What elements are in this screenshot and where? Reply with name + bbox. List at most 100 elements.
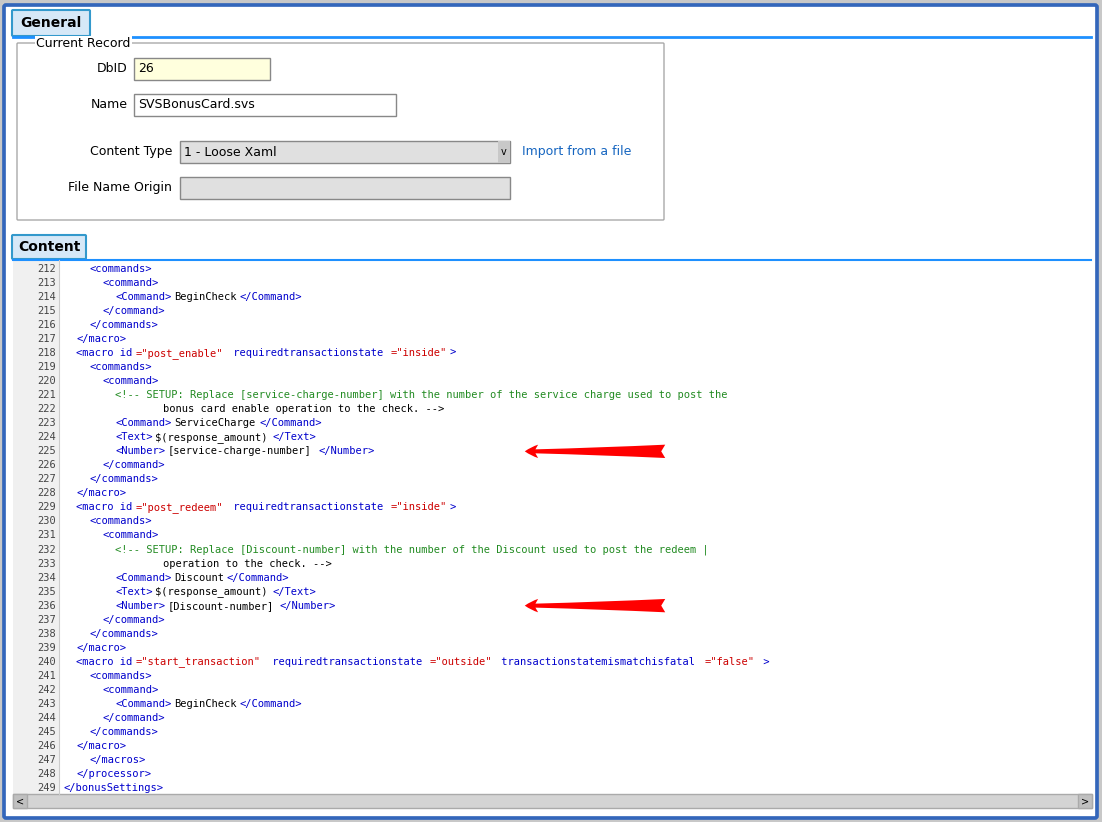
Text: DbID: DbID	[97, 62, 128, 75]
Text: $(response_amount): $(response_amount)	[154, 586, 267, 597]
Text: <command>: <command>	[102, 685, 159, 695]
Text: 236: 236	[37, 601, 56, 611]
Text: 232: 232	[37, 544, 56, 555]
FancyBboxPatch shape	[17, 43, 665, 220]
Text: 215: 215	[37, 306, 56, 316]
Text: </commands>: </commands>	[89, 474, 158, 484]
Text: </macro>: </macro>	[76, 488, 126, 498]
Text: 221: 221	[37, 390, 56, 400]
Text: <commands>: <commands>	[89, 363, 152, 372]
Text: <Number>: <Number>	[116, 601, 165, 611]
Bar	[13, 261, 1092, 794]
Text: Import from a file: Import from a file	[522, 145, 631, 159]
Text: 217: 217	[37, 334, 56, 344]
Text: </bonusSettings>: </bonusSettings>	[63, 783, 163, 793]
Text: 212: 212	[37, 264, 56, 274]
Text: 227: 227	[37, 474, 56, 484]
Text: requiredtransactionstate: requiredtransactionstate	[266, 657, 422, 667]
Text: 244: 244	[37, 713, 56, 723]
Text: <command>: <command>	[102, 278, 159, 288]
Text: <Command>: <Command>	[116, 292, 172, 302]
Text: </Command>: </Command>	[259, 418, 322, 428]
Text: <commands>: <commands>	[89, 516, 152, 526]
Text: 222: 222	[37, 404, 56, 414]
Text: 1 - Loose Xaml: 1 - Loose Xaml	[184, 145, 277, 159]
Text: <command>: <command>	[102, 530, 159, 541]
Text: 228: 228	[37, 488, 56, 498]
Text: </macro>: </macro>	[76, 643, 126, 653]
Text: Discount: Discount	[174, 573, 225, 583]
Text: 220: 220	[37, 376, 56, 386]
Text: </commands>: </commands>	[89, 629, 158, 639]
Text: [Discount-number]: [Discount-number]	[168, 601, 274, 611]
Text: </Number>: </Number>	[318, 446, 375, 456]
Text: ="post_enable": ="post_enable"	[136, 348, 223, 358]
Text: </commands>: </commands>	[89, 320, 158, 330]
Text: 234: 234	[37, 573, 56, 583]
Text: </Text>: </Text>	[272, 587, 316, 597]
Text: 247: 247	[37, 755, 56, 765]
Text: 216: 216	[37, 320, 56, 330]
Text: <commands>: <commands>	[89, 671, 152, 681]
Text: 219: 219	[37, 363, 56, 372]
Text: </Command>: </Command>	[240, 699, 302, 709]
Text: </command>: </command>	[102, 713, 165, 723]
Text: transactionstatemismatchisfatal: transactionstatemismatchisfatal	[495, 657, 695, 667]
Bar	[1078, 794, 1092, 808]
Text: Name: Name	[91, 98, 128, 110]
Text: 226: 226	[37, 460, 56, 470]
Text: </Number>: </Number>	[279, 601, 335, 611]
Text: <Text>: <Text>	[116, 432, 153, 442]
Text: <commands>: <commands>	[89, 264, 152, 274]
Text: <macro id: <macro id	[76, 502, 132, 512]
Text: 241: 241	[37, 671, 56, 681]
Text: 240: 240	[37, 657, 56, 667]
Text: </Command>: </Command>	[240, 292, 302, 302]
Text: 245: 245	[37, 727, 56, 737]
Text: 26: 26	[138, 62, 154, 76]
FancyBboxPatch shape	[134, 94, 396, 116]
Text: 225: 225	[37, 446, 56, 456]
Text: ="start_transaction": ="start_transaction"	[136, 656, 260, 667]
Text: ="inside": ="inside"	[390, 349, 446, 358]
Text: 214: 214	[37, 292, 56, 302]
Text: </macro>: </macro>	[76, 334, 126, 344]
Text: <!-- SETUP: Replace [service-charge-number] with the number of the service charg: <!-- SETUP: Replace [service-charge-numb…	[116, 390, 728, 400]
Bar	[13, 794, 1092, 808]
Text: [service-charge-number]: [service-charge-number]	[168, 446, 312, 456]
Text: BeginCheck: BeginCheck	[174, 292, 237, 302]
Text: Current Record: Current Record	[36, 38, 130, 50]
Text: 246: 246	[37, 741, 56, 750]
Text: >: >	[757, 657, 770, 667]
Text: 218: 218	[37, 349, 56, 358]
Text: 248: 248	[37, 769, 56, 779]
Bar	[498, 141, 510, 163]
Text: <Command>: <Command>	[116, 573, 172, 583]
Text: <macro id: <macro id	[76, 657, 132, 667]
Text: 230: 230	[37, 516, 56, 526]
Text: 213: 213	[37, 278, 56, 288]
Text: requiredtransactionstate: requiredtransactionstate	[227, 502, 383, 512]
Text: ServiceCharge: ServiceCharge	[174, 418, 256, 428]
FancyBboxPatch shape	[12, 10, 90, 36]
Bar	[13, 38, 1092, 237]
Text: 239: 239	[37, 643, 56, 653]
Text: ="post_redeem": ="post_redeem"	[136, 502, 223, 513]
Text: <Text>: <Text>	[116, 587, 153, 597]
Text: General: General	[20, 16, 82, 30]
Text: ="false": ="false"	[705, 657, 755, 667]
Text: </command>: </command>	[102, 615, 165, 625]
Text: </macro>: </macro>	[76, 741, 126, 750]
Text: </commands>: </commands>	[89, 727, 158, 737]
Text: </command>: </command>	[102, 306, 165, 316]
Text: 238: 238	[37, 629, 56, 639]
Text: 231: 231	[37, 530, 56, 541]
Text: </macros>: </macros>	[89, 755, 145, 765]
Text: bonus card enable operation to the check. -->: bonus card enable operation to the check…	[63, 404, 444, 414]
FancyBboxPatch shape	[180, 177, 510, 199]
Text: 242: 242	[37, 685, 56, 695]
Text: Content Type: Content Type	[89, 145, 172, 158]
Text: SVSBonusCard.svs: SVSBonusCard.svs	[138, 99, 255, 112]
Text: <Command>: <Command>	[116, 418, 172, 428]
FancyBboxPatch shape	[12, 235, 86, 259]
